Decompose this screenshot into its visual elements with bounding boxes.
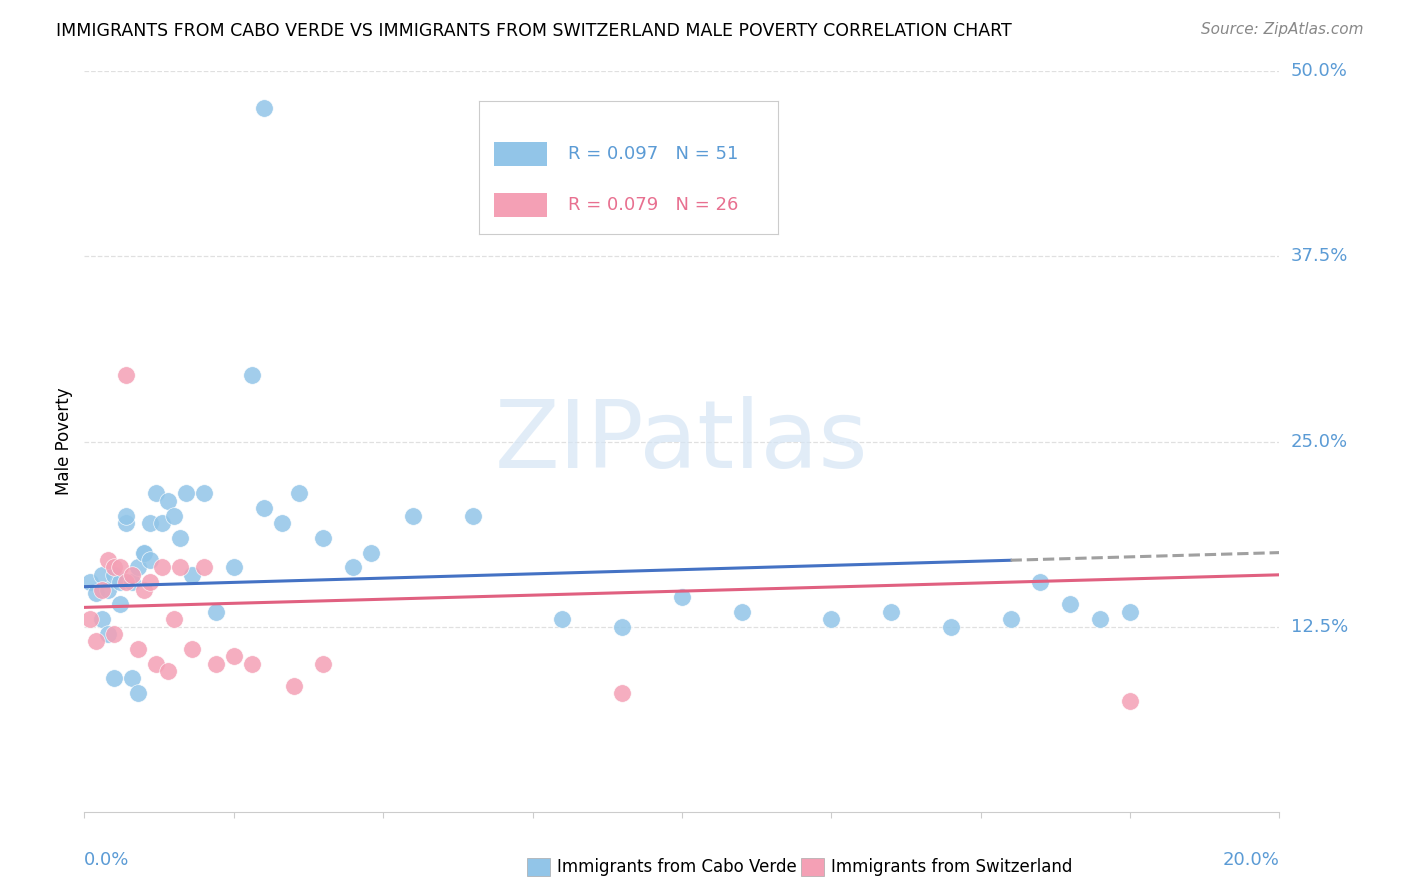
Point	[145, 486, 167, 500]
Point	[193, 486, 215, 500]
Point	[132, 546, 156, 560]
Point	[253, 501, 276, 516]
Point	[150, 516, 173, 530]
Point	[1029, 575, 1052, 590]
Point	[222, 649, 245, 664]
Point	[103, 672, 125, 686]
Point	[205, 657, 228, 671]
Point	[115, 508, 138, 523]
Point	[127, 641, 149, 656]
Point	[115, 516, 138, 530]
Point	[288, 486, 311, 500]
Point	[139, 516, 162, 530]
Point	[402, 508, 425, 523]
Text: 25.0%: 25.0%	[1291, 433, 1348, 450]
Point	[79, 575, 101, 590]
Point	[127, 560, 149, 574]
Point	[145, 657, 167, 671]
Point	[157, 493, 180, 508]
Point	[1119, 605, 1142, 619]
Point	[132, 546, 156, 560]
Point	[181, 641, 204, 656]
Point	[1000, 612, 1022, 626]
Point	[283, 679, 305, 693]
Text: IMMIGRANTS FROM CABO VERDE VS IMMIGRANTS FROM SWITZERLAND MALE POVERTY CORRELATI: IMMIGRANTS FROM CABO VERDE VS IMMIGRANTS…	[56, 22, 1012, 40]
Point	[312, 657, 335, 671]
Point	[86, 585, 108, 599]
Point	[110, 575, 132, 590]
Point	[270, 516, 292, 530]
Y-axis label: Male Poverty: Male Poverty	[55, 388, 73, 495]
Point	[91, 582, 114, 597]
Point	[253, 102, 276, 116]
Point	[671, 590, 693, 604]
Point	[79, 612, 101, 626]
Point	[115, 368, 138, 382]
Point	[360, 546, 382, 560]
Point	[193, 560, 215, 574]
Point	[139, 575, 162, 590]
Text: 0.0%: 0.0%	[84, 851, 129, 869]
Point	[132, 582, 156, 597]
Point	[103, 560, 125, 574]
Point	[612, 619, 634, 633]
Point	[91, 567, 114, 582]
Point	[91, 612, 114, 626]
Point	[174, 486, 197, 500]
Point	[820, 612, 842, 626]
Point	[222, 560, 245, 574]
Point	[731, 605, 754, 619]
Point	[127, 686, 149, 700]
Text: 50.0%: 50.0%	[1291, 62, 1347, 80]
Point	[121, 672, 143, 686]
Point	[157, 664, 180, 678]
Point	[169, 531, 191, 545]
Point	[1059, 598, 1081, 612]
Point	[240, 657, 263, 671]
Point	[880, 605, 903, 619]
Text: Immigrants from Switzerland: Immigrants from Switzerland	[831, 858, 1073, 876]
Point	[240, 368, 263, 382]
Point	[169, 560, 191, 574]
Point	[103, 627, 125, 641]
Text: Source: ZipAtlas.com: Source: ZipAtlas.com	[1201, 22, 1364, 37]
Point	[461, 508, 484, 523]
Point	[551, 612, 574, 626]
Point	[205, 605, 228, 619]
Text: ZIPatlas: ZIPatlas	[495, 395, 869, 488]
Point	[312, 531, 335, 545]
Text: 37.5%: 37.5%	[1291, 247, 1348, 266]
Point	[121, 575, 143, 590]
Point	[939, 619, 962, 633]
Point	[103, 567, 125, 582]
Point	[110, 560, 132, 574]
Point	[150, 560, 173, 574]
Point	[110, 598, 132, 612]
Text: Immigrants from Cabo Verde: Immigrants from Cabo Verde	[557, 858, 797, 876]
Point	[163, 612, 186, 626]
Text: 12.5%: 12.5%	[1291, 617, 1348, 636]
Point	[97, 553, 120, 567]
Point	[115, 575, 138, 590]
Point	[342, 560, 364, 574]
Point	[163, 508, 186, 523]
Point	[181, 567, 204, 582]
Point	[121, 567, 143, 582]
Point	[97, 582, 120, 597]
Point	[1119, 694, 1142, 708]
Point	[97, 627, 120, 641]
Text: 20.0%: 20.0%	[1223, 851, 1279, 869]
Point	[612, 686, 634, 700]
Point	[1090, 612, 1112, 626]
Point	[139, 553, 162, 567]
Point	[86, 634, 108, 648]
